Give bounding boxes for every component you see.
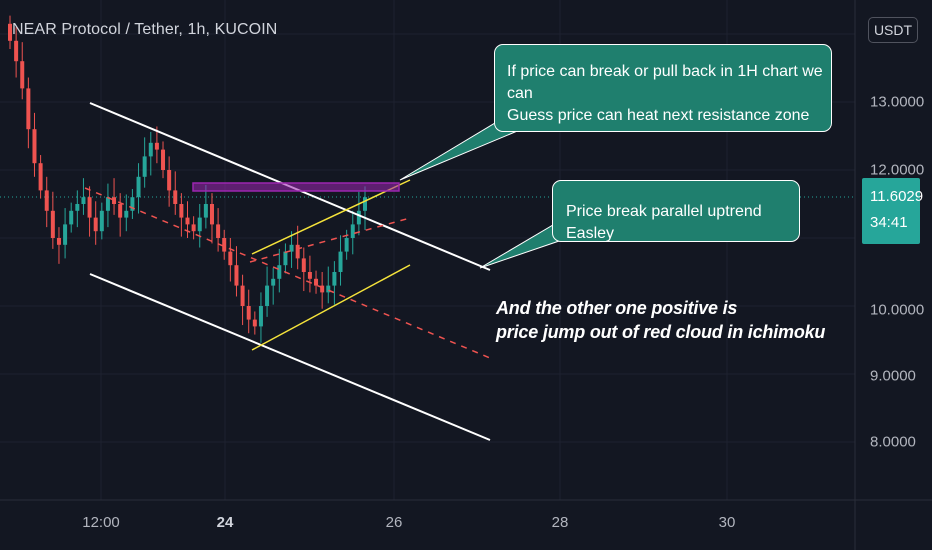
candle-body	[246, 306, 251, 320]
candle-body	[363, 197, 367, 211]
candle-body	[240, 285, 245, 306]
time-tick: 26	[385, 514, 403, 531]
breakout-line	[249, 217, 411, 263]
candle-body	[50, 210, 55, 238]
candle-body	[326, 285, 331, 293]
callout-line: Guess price can heat next resistance zon…	[507, 107, 810, 124]
candle-body	[289, 244, 294, 252]
candle-body	[112, 197, 117, 204]
callout-resistance[interactable]: If price can break or pull back in 1H ch…	[494, 44, 832, 132]
current-price-label: 11.6029 34:41	[862, 178, 924, 244]
candle-body	[148, 142, 153, 157]
note-line: And the other one positive is	[496, 298, 738, 318]
candle-body	[99, 210, 104, 232]
time-tick: 28	[551, 514, 569, 531]
candle-body	[130, 197, 135, 211]
candle-body	[32, 129, 37, 164]
chart-title: NEAR Protocol / Tether, 1h, KUCOIN	[12, 21, 278, 38]
candle-body	[63, 224, 68, 245]
candle-body	[105, 197, 110, 211]
candle-body	[81, 197, 86, 204]
candle-body	[252, 319, 257, 327]
candle-body	[142, 156, 147, 177]
candle-body	[179, 204, 184, 218]
price-tick: 9.0000	[870, 367, 916, 385]
note-line: price jump out of red cloud in ichimoku	[496, 322, 826, 342]
candle-body	[161, 149, 166, 170]
callout-pointer	[479, 221, 563, 269]
candle-body	[350, 224, 355, 238]
candle-body	[8, 23, 12, 41]
channel-lower-line	[89, 273, 491, 441]
candle-body	[314, 278, 319, 286]
bar-countdown: 34:41	[870, 214, 908, 231]
resistance-zone	[192, 182, 400, 192]
candle-body	[271, 278, 276, 286]
callout-uptrend[interactable]: Price break parallel uptrend Easley	[552, 180, 800, 242]
candle-body	[265, 285, 270, 306]
price-tick: 13.0000	[870, 93, 925, 111]
candle-body	[38, 163, 43, 191]
candlestick-series	[8, 15, 367, 343]
candle-body	[301, 258, 306, 272]
candle-body	[222, 238, 227, 252]
candle-body	[338, 251, 343, 272]
candle-body	[93, 217, 98, 232]
price-tick: 12.0000	[870, 161, 925, 179]
candle-body	[197, 217, 202, 232]
candle-body	[258, 306, 263, 327]
callout-text: Price break parallel uptrend Easley	[566, 203, 762, 242]
time-tick: 30	[718, 514, 736, 531]
candle-body	[191, 224, 196, 232]
candle-body	[20, 61, 25, 89]
candle-body	[75, 204, 80, 211]
candle-body	[167, 170, 172, 191]
candle-body	[56, 238, 61, 245]
candle-body	[209, 204, 214, 225]
candle-body	[203, 204, 208, 218]
candle-body	[26, 88, 31, 130]
ichimoku-note[interactable]: And the other one positive is price jump…	[496, 296, 825, 344]
candle-body	[320, 285, 325, 293]
time-tick: 12:00	[82, 514, 120, 531]
candle-body	[118, 204, 123, 218]
uptrend-lower-line	[251, 264, 411, 351]
candle-body	[154, 142, 159, 150]
candle-body	[277, 265, 282, 279]
candle-body	[332, 272, 337, 286]
callout-line: If price can break or pull back in 1H ch…	[507, 63, 823, 102]
price-tick: 8.0000	[870, 433, 916, 451]
current-price: 11.6029	[870, 188, 924, 205]
candle-body	[307, 272, 312, 279]
candle-body	[356, 210, 361, 225]
candle-body	[124, 210, 129, 218]
currency-button[interactable]: USDT	[868, 17, 918, 43]
candle-body	[295, 244, 300, 259]
candle-body	[14, 40, 19, 62]
candle-body	[87, 197, 92, 218]
candle-body	[228, 251, 233, 266]
candle-body	[185, 217, 190, 225]
channel-midline	[84, 187, 491, 359]
price-tick: 10.0000	[870, 301, 925, 319]
candle-body	[344, 238, 349, 252]
candle-body	[283, 251, 288, 266]
candle-body	[136, 176, 141, 198]
candle-body	[216, 224, 221, 238]
candle-body	[44, 190, 49, 211]
uptrend-upper-line	[251, 179, 411, 255]
candle-body	[173, 190, 178, 204]
candle-body	[234, 265, 239, 286]
time-tick: 24	[216, 514, 234, 531]
candle-body	[69, 210, 74, 225]
